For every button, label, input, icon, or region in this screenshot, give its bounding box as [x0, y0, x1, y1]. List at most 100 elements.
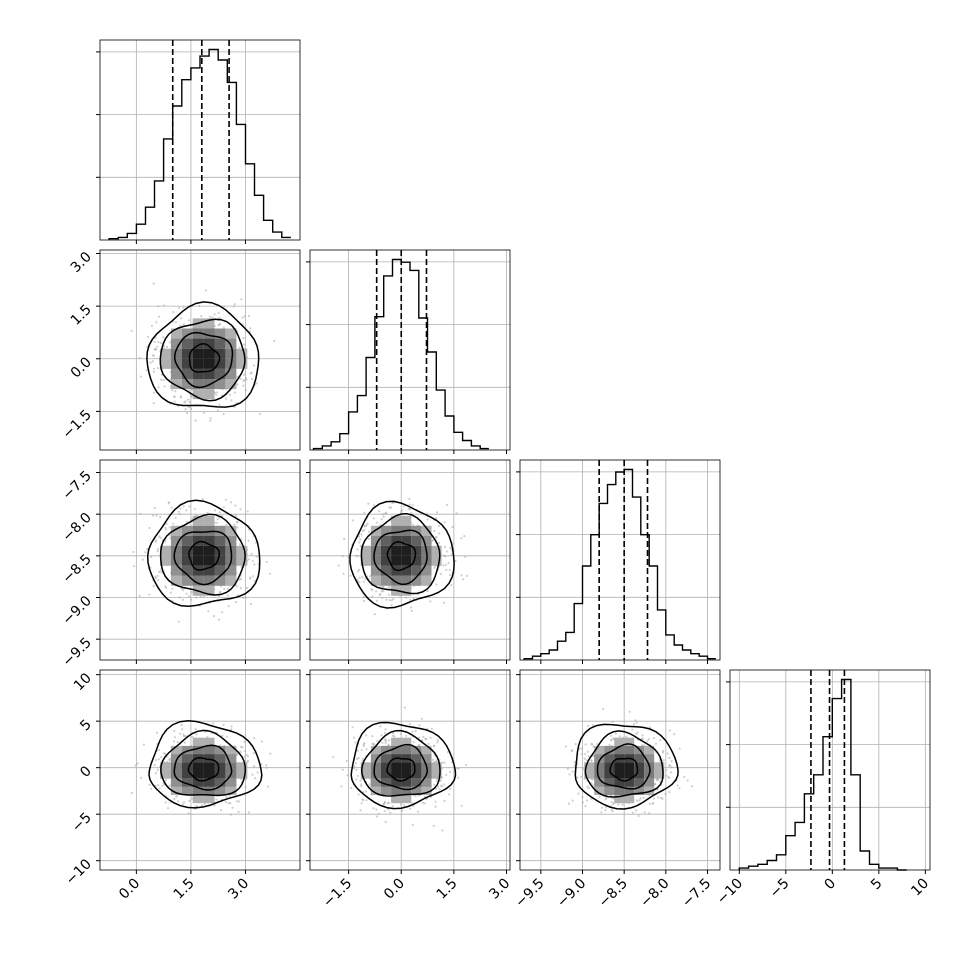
panel-1-0-point [209, 417, 212, 420]
xtick-label-2: −8.0 [637, 876, 672, 911]
panel-3-0-density-cell [203, 778, 215, 787]
panel-3-2-point [691, 785, 694, 788]
panel-1-0-point [153, 340, 156, 343]
panel-3-1-point [401, 809, 404, 812]
panel-3-0-point [203, 802, 206, 806]
panel-2-0-point [244, 596, 247, 599]
panel-2-1-point [364, 577, 367, 580]
panel-3-1-density-cell [391, 795, 402, 804]
panel-3-1-point [380, 734, 383, 737]
panel-3-2-contour-2 [596, 743, 651, 790]
panel-1-0-point [146, 335, 150, 338]
panel-3-0-density-cell [214, 762, 226, 771]
panel-3-1-point [418, 736, 421, 739]
panel-2-0-point [153, 507, 156, 510]
panel-3-2-contour-4 [574, 723, 679, 810]
panel-3-0-density-cell [192, 737, 204, 746]
panel-3-2-density-cell [624, 745, 635, 755]
panel-3-1-point [350, 786, 353, 790]
panel-2-0-point [234, 504, 237, 507]
panel-2-1-density-cell [370, 545, 381, 556]
panel-2-1-point [359, 538, 362, 541]
panel-2-1-density-cell [391, 535, 402, 546]
panel-3-2-point [668, 790, 671, 794]
ytick-label-1: 0.0 [68, 354, 95, 381]
panel-2-1-point [400, 510, 403, 513]
panel-3-0-density-cell [170, 778, 182, 787]
panel-3-2-point [643, 811, 646, 814]
panel-2-1-point [357, 535, 361, 538]
panel-2-0-density-cell [170, 525, 182, 536]
panel-2-0-point [230, 501, 233, 504]
panel-3-2-density-cell [614, 795, 625, 804]
panel-3-2-point [667, 776, 670, 779]
panel-2-0-point [179, 507, 182, 510]
ytick-label-3: 0 [77, 763, 95, 781]
panel-3-1-density-cell [411, 778, 422, 787]
panel-3-0-point [187, 812, 190, 815]
ytick-label-2: −9.0 [59, 593, 94, 628]
panel-1-0-point [258, 412, 261, 416]
panel-1-0-point [216, 409, 219, 412]
panel-3-2-point [583, 757, 586, 760]
panel-3-1-point [368, 783, 371, 786]
panel-3-0-density-cell [203, 745, 215, 755]
panel-2-1-density-cell [370, 555, 381, 566]
panel-3-2-point [600, 811, 603, 814]
panel-3-1-point [436, 739, 439, 742]
panel-3-1-point [387, 808, 390, 811]
panel-1-0-point [156, 345, 159, 348]
panel-2-1-point [410, 511, 413, 514]
panel-2-1-contour-4 [349, 500, 455, 609]
panel-2-1-point [361, 529, 364, 533]
panel-2-1-contour-2 [373, 529, 428, 586]
panel-1-0-point [243, 315, 246, 318]
xtick-label-2: −7.5 [679, 876, 714, 911]
panel-3-0-density-cell [192, 762, 204, 771]
panel-2-1-point [356, 570, 359, 573]
panel-3-2-point [587, 787, 590, 790]
panel-3-0-density-cell [170, 745, 182, 755]
panel-3-0-point [228, 794, 231, 797]
panel-2-1-point [358, 541, 361, 544]
panel-3-1-point [449, 787, 452, 791]
panel-3-2-density-cell [594, 745, 605, 755]
panel-3-2-point [614, 732, 618, 735]
panel-3-0-point [150, 787, 153, 791]
panel-2-0-point [190, 591, 193, 594]
panel-3-2-density-cell [604, 754, 615, 763]
panel-2-0-density-cell [214, 525, 226, 536]
panel-3-2-point [609, 739, 613, 742]
panel-3-1-density-cell [421, 745, 432, 755]
panel-3-0-density-cell [214, 786, 226, 795]
panel-1-0-point [166, 345, 169, 349]
panel-1-0-point [208, 315, 211, 318]
panel-3-1-point [443, 783, 446, 786]
panel-3-2-density-cell [584, 770, 595, 779]
panel-1-0-point [249, 327, 252, 330]
panel-2-1-point [388, 599, 391, 602]
panel-3-0-point [221, 734, 224, 737]
panel-2-1-point [356, 548, 359, 551]
panel-3-1-point [409, 807, 412, 810]
panel-2-1-point [360, 533, 363, 536]
panel-3-1-point [411, 823, 414, 827]
panel-3-1-point [357, 756, 360, 760]
panel-2-0-point [193, 507, 196, 511]
panel-3-2-point [648, 812, 651, 815]
panel-3-2-point [586, 785, 589, 788]
panel-2-1-point [378, 594, 381, 597]
panel-2-1-point [381, 513, 384, 516]
panel-2-0-density-cell [192, 575, 204, 586]
panel-1-0-point [200, 315, 203, 318]
panel-3-0-point [225, 795, 228, 799]
panel-2-1-density-cell [411, 545, 422, 556]
panel-2-1-point [341, 555, 344, 558]
panel-3-1-contour-4 [350, 721, 457, 810]
panel-2-1-point [389, 506, 393, 509]
panel-1-0-point [203, 411, 206, 414]
panel-3-2-point [584, 805, 587, 808]
panel-2-0-density-cell [192, 555, 204, 566]
panel-1-0-density-cell [192, 338, 204, 349]
panel-2-0-density-cell [203, 575, 215, 586]
